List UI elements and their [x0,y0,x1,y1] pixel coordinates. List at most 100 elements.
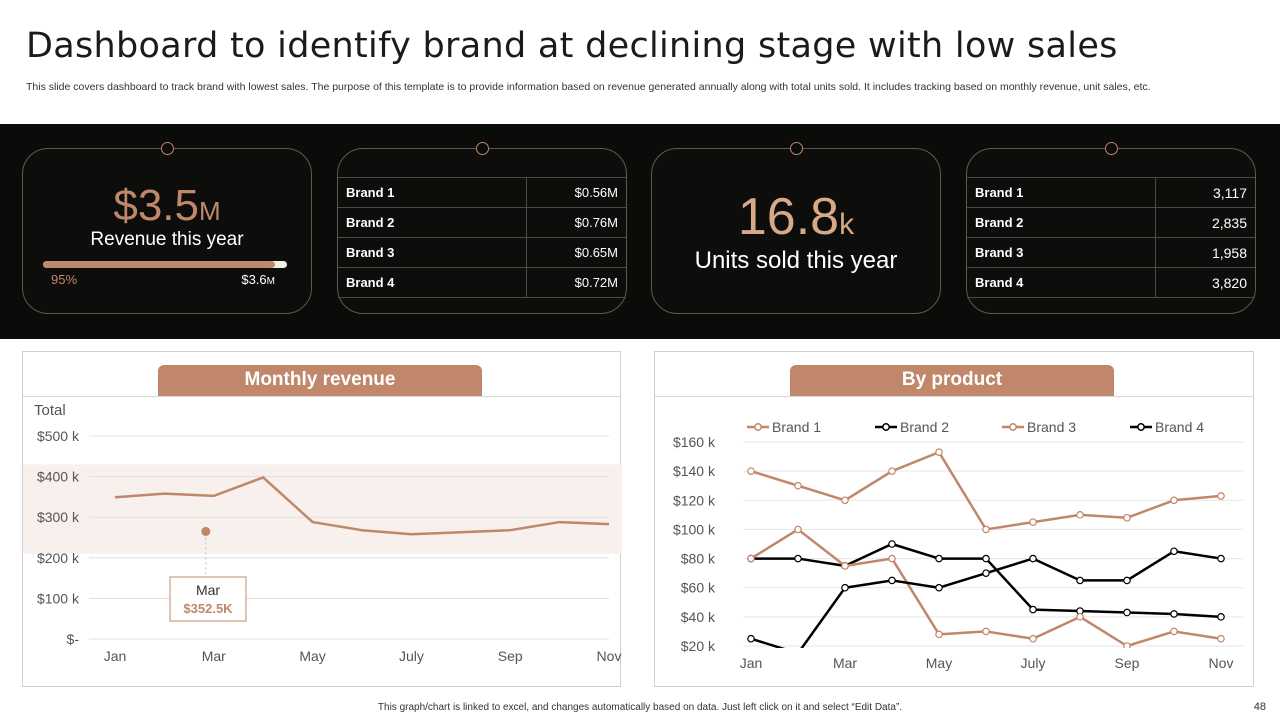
target-currency: $ [241,272,249,287]
units-value: 16.8k [652,187,940,247]
series-brand-3 [747,525,1225,648]
data-point [1217,634,1225,643]
revenue-progress-track [43,261,287,268]
legend-marker [1137,423,1145,431]
callout-value: $352.5K [183,601,233,616]
data-point [795,650,801,656]
brand-name: Brand 2 [967,207,1156,238]
x-tick-label: Nov [597,648,622,664]
y-tick-label: $500 k [37,428,80,444]
by-product-chart: $20 k $40 k $60 k $80 k $100 k $120 k $140 k $1… [673,419,1243,671]
data-point [841,562,849,570]
data-point [935,554,943,563]
legend-label: Brand 2 [900,419,949,435]
brand-units: 3,117 [1155,177,1255,208]
table-row: Brand 3 $0.65M [338,237,626,268]
target-unit: M [266,276,275,287]
card-pin-icon [790,142,803,155]
target-number: 3.6 [248,272,267,287]
y-tick-label: $120 k [673,492,716,508]
y-tick-label: $140 k [673,463,716,479]
data-point [888,576,896,585]
page-number: 48 [1253,701,1266,713]
panel-divider [23,396,620,397]
brand-name: Brand 1 [338,177,527,208]
series-brand-1 [747,448,1225,534]
x-tick-label: Mar [833,655,857,671]
by-product-panel: $20 k $40 k $60 k $80 k $100 k $120 k $140 k $1… [654,351,1254,687]
y-tick-label: $80 k [681,551,716,567]
page-title: Dashboard to identify brand at declining… [26,26,1118,66]
legend-marker [754,423,762,431]
panel-divider [655,396,1253,397]
data-point [1029,518,1037,526]
units-by-brand-card: Brand 1 3,117 Brand 2 2,835 Brand 3 1,958 B… [966,142,1256,314]
brand-name: Brand 1 [967,177,1156,208]
monthly-revenue-chart: Total $- $100 k $200 k $300 k $400 k $500 k Jan… [23,402,622,664]
data-point [1123,642,1131,648]
data-point [935,630,943,639]
x-tick-label: Nov [1209,655,1234,671]
data-point [1029,554,1037,563]
y-tick-label: $40 k [681,609,716,625]
data-point [747,467,755,475]
revenue-number: 3.5 [137,181,199,230]
y-tick-label: $160 k [673,434,716,450]
data-point [935,448,943,457]
data-point [747,554,755,563]
brand-revenue: $0.72M [526,267,626,298]
table-row: Brand 4 $0.72M [338,267,626,298]
table-row: Brand 4 3,820 [967,267,1255,298]
series-brand-2 [747,540,1225,621]
revenue-unit: M [198,196,221,226]
y-tick-label: $300 k [37,509,80,525]
revenue-by-brand-table: Brand 1 $0.56M Brand 2 $0.76M Brand 3 $0.65… [338,177,626,298]
x-tick-label: May [299,648,325,664]
data-point [794,554,802,563]
units-caption: Units sold this year [694,247,898,274]
brand-name: Brand 3 [967,237,1156,268]
brand-units: 3,820 [1155,267,1255,298]
data-point [935,583,943,592]
data-point [841,583,849,592]
legend-marker [1009,423,1017,431]
card-pin-icon [161,142,174,155]
revenue-by-brand-card: Brand 1 $0.56M Brand 2 $0.76M Brand 3 $0.65… [337,142,627,314]
x-tick-label: Sep [1115,655,1140,671]
x-tick-label: July [399,648,424,664]
brand-revenue: $0.65M [526,237,626,268]
page-subtitle: This slide covers dashboard to track bra… [26,81,1151,93]
data-point [1123,576,1131,585]
data-point [1076,613,1084,621]
data-point [1170,610,1178,618]
y-tick-label: $400 k [37,469,80,485]
series-line [750,450,1222,531]
legend-label: Brand 4 [1155,419,1204,435]
revenue-progress-percent: 95% [51,272,78,287]
revenue-currency: $ [113,181,138,230]
monthly-revenue-panel: Total $- $100 k $200 k $300 k $400 k $500 k Jan… [22,351,622,687]
brand-revenue: $0.56M [526,177,626,208]
table-row: Brand 2 $0.76M [338,207,626,238]
brand-name: Brand 4 [338,267,527,298]
revenue-target: $3.6M [241,272,275,287]
data-point [888,467,896,475]
callout-marker [201,526,211,536]
brand-name: Brand 2 [338,207,527,238]
data-point [747,634,755,643]
series-brand-4 [747,547,1225,656]
data-point [1217,613,1225,621]
y-tick-label: $- [67,631,80,647]
data-point [982,554,990,563]
data-point [1123,513,1131,522]
units-card: 16.8k Units sold this year [651,142,941,314]
data-point [888,554,896,563]
data-point [1217,554,1225,563]
data-point [1029,605,1037,614]
data-point [1170,627,1178,636]
legend-label: Brand 1 [772,419,821,435]
highlight-band [23,464,622,554]
data-point [1170,496,1178,505]
revenue-value: $3.5M [23,181,311,231]
data-point [1076,511,1084,519]
